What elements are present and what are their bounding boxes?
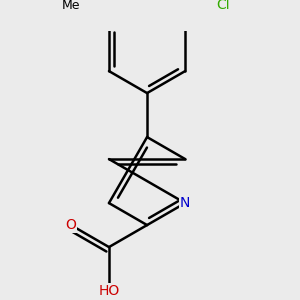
Text: HO: HO	[98, 284, 120, 298]
Text: Me: Me	[61, 0, 80, 12]
Text: Cl: Cl	[217, 0, 230, 12]
Text: O: O	[65, 218, 76, 232]
Text: N: N	[180, 196, 190, 210]
